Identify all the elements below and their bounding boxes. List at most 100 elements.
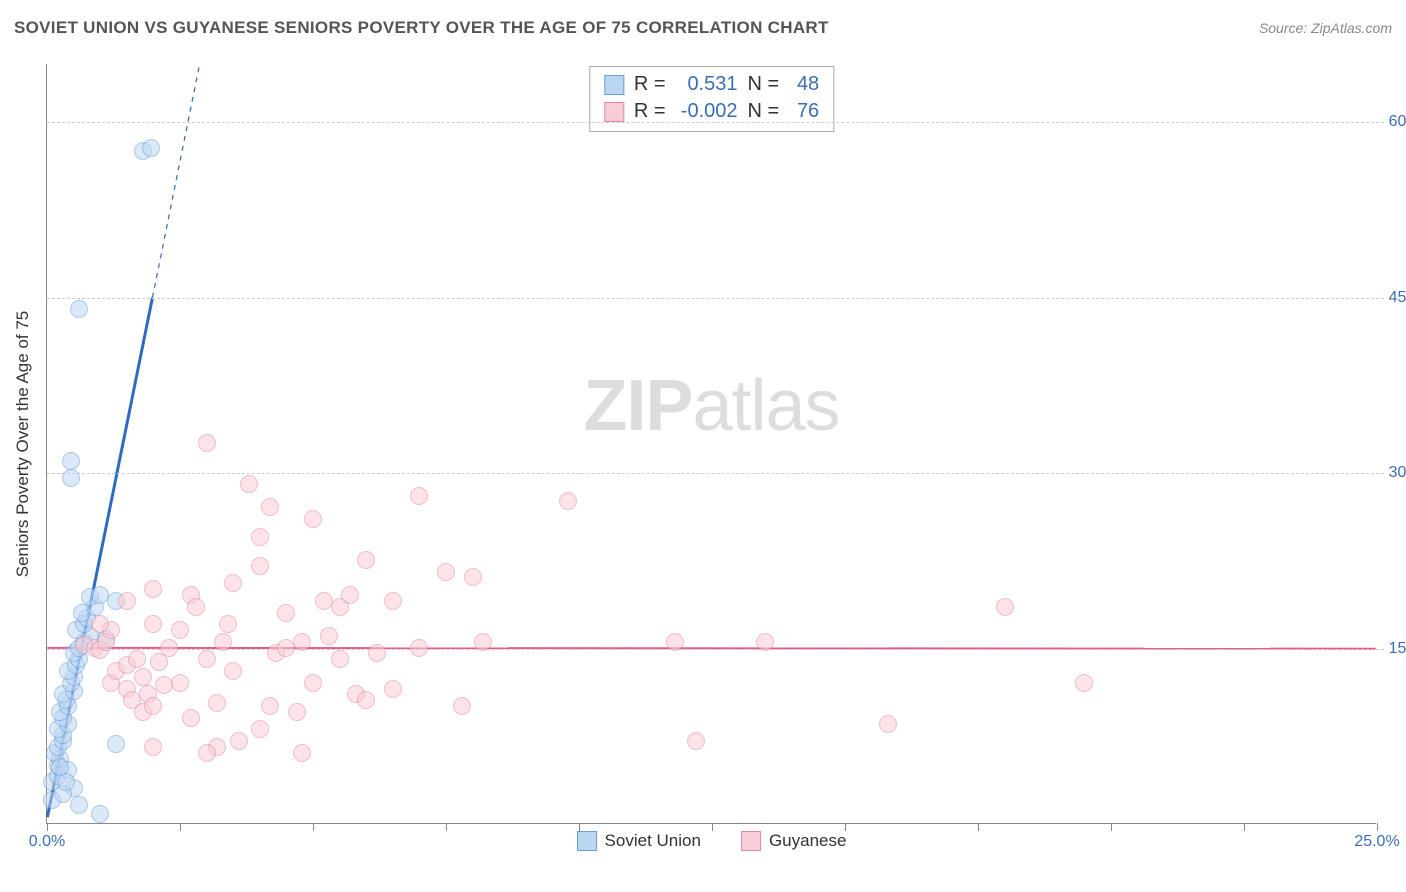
data-point <box>91 615 109 633</box>
data-point <box>410 487 428 505</box>
data-point <box>70 300 88 318</box>
data-point <box>879 715 897 733</box>
data-point <box>251 528 269 546</box>
y-tick-label: 30.0% <box>1389 464 1406 482</box>
data-point <box>171 674 189 692</box>
data-point <box>559 492 577 510</box>
data-point <box>341 586 359 604</box>
data-point <box>357 691 375 709</box>
r-value: -0.002 <box>676 98 738 125</box>
x-tick-label: 25.0% <box>1354 833 1399 851</box>
data-point <box>214 633 232 651</box>
x-tick <box>1377 823 1378 831</box>
data-point <box>384 680 402 698</box>
data-point <box>304 674 322 692</box>
stats-row: R =0.531N =48 <box>604 71 819 98</box>
data-point <box>219 615 237 633</box>
x-tick <box>313 823 314 831</box>
stats-row: R = -0.002 N = 76 <box>604 98 819 125</box>
data-point <box>208 694 226 712</box>
legend-swatch <box>741 831 761 851</box>
data-point <box>182 709 200 727</box>
r-label: R = <box>634 98 666 125</box>
data-point <box>251 557 269 575</box>
data-point <box>51 758 69 776</box>
data-point <box>142 139 160 157</box>
data-point <box>144 697 162 715</box>
series-legend: Soviet Union Guyanese <box>577 831 847 851</box>
series-swatch <box>604 102 624 122</box>
x-tick <box>1244 823 1245 831</box>
data-point <box>171 621 189 639</box>
source-label: Source: ZipAtlas.com <box>1259 20 1392 36</box>
data-point <box>107 735 125 753</box>
data-point <box>160 639 178 657</box>
data-point <box>687 732 705 750</box>
data-point <box>293 744 311 762</box>
data-point <box>384 592 402 610</box>
gridline <box>47 298 1384 299</box>
scatter-chart: Seniors Poverty Over the Age of 75 ZIPat… <box>46 64 1376 824</box>
n-label: N = <box>748 98 780 125</box>
gridline <box>47 122 1384 123</box>
data-point <box>251 720 269 738</box>
n-value: 48 <box>789 71 819 98</box>
data-point <box>187 598 205 616</box>
data-point <box>144 615 162 633</box>
gridline <box>47 649 1384 650</box>
x-tick <box>446 823 447 831</box>
x-tick <box>712 823 713 831</box>
data-point <box>320 627 338 645</box>
series-swatch <box>604 75 624 95</box>
x-tick <box>978 823 979 831</box>
data-point <box>230 732 248 750</box>
x-tick <box>579 823 580 831</box>
legend-label: Guyanese <box>769 831 847 851</box>
data-point <box>1075 674 1093 692</box>
data-point <box>357 551 375 569</box>
legend-swatch <box>577 831 597 851</box>
data-point <box>224 662 242 680</box>
data-point <box>91 805 109 823</box>
data-point <box>304 510 322 528</box>
data-point <box>144 738 162 756</box>
x-tick <box>47 823 48 831</box>
n-value: 76 <box>789 98 819 125</box>
x-tick <box>180 823 181 831</box>
y-tick-label: 45.0% <box>1389 289 1406 307</box>
data-point <box>410 639 428 657</box>
data-point <box>62 469 80 487</box>
data-point <box>331 650 349 668</box>
data-point <box>453 697 471 715</box>
data-point <box>288 703 306 721</box>
y-axis-label: Seniors Poverty Over the Age of 75 <box>13 310 33 576</box>
data-point <box>144 580 162 598</box>
trend-line-dashed <box>152 64 199 298</box>
legend-label: Soviet Union <box>605 831 701 851</box>
data-point <box>277 604 295 622</box>
data-point <box>118 592 136 610</box>
y-tick-label: 15.0% <box>1389 640 1406 658</box>
data-point <box>293 633 311 651</box>
data-point <box>224 574 242 592</box>
data-point <box>134 668 152 686</box>
data-point <box>128 650 146 668</box>
data-point <box>756 633 774 651</box>
r-value: 0.531 <box>676 71 738 98</box>
data-point <box>198 434 216 452</box>
data-point <box>62 452 80 470</box>
data-point <box>437 563 455 581</box>
data-point <box>368 644 386 662</box>
x-tick-label: 0.0% <box>29 833 65 851</box>
trend-lines <box>47 64 1376 823</box>
legend-item: Guyanese <box>741 831 847 851</box>
legend-item: Soviet Union <box>577 831 701 851</box>
r-label: R = <box>634 71 666 98</box>
data-point <box>666 633 684 651</box>
data-point <box>261 498 279 516</box>
data-point <box>240 475 258 493</box>
data-point <box>198 650 216 668</box>
data-point <box>261 697 279 715</box>
x-tick <box>1111 823 1112 831</box>
chart-title: SOVIET UNION VS GUYANESE SENIORS POVERTY… <box>14 18 829 38</box>
